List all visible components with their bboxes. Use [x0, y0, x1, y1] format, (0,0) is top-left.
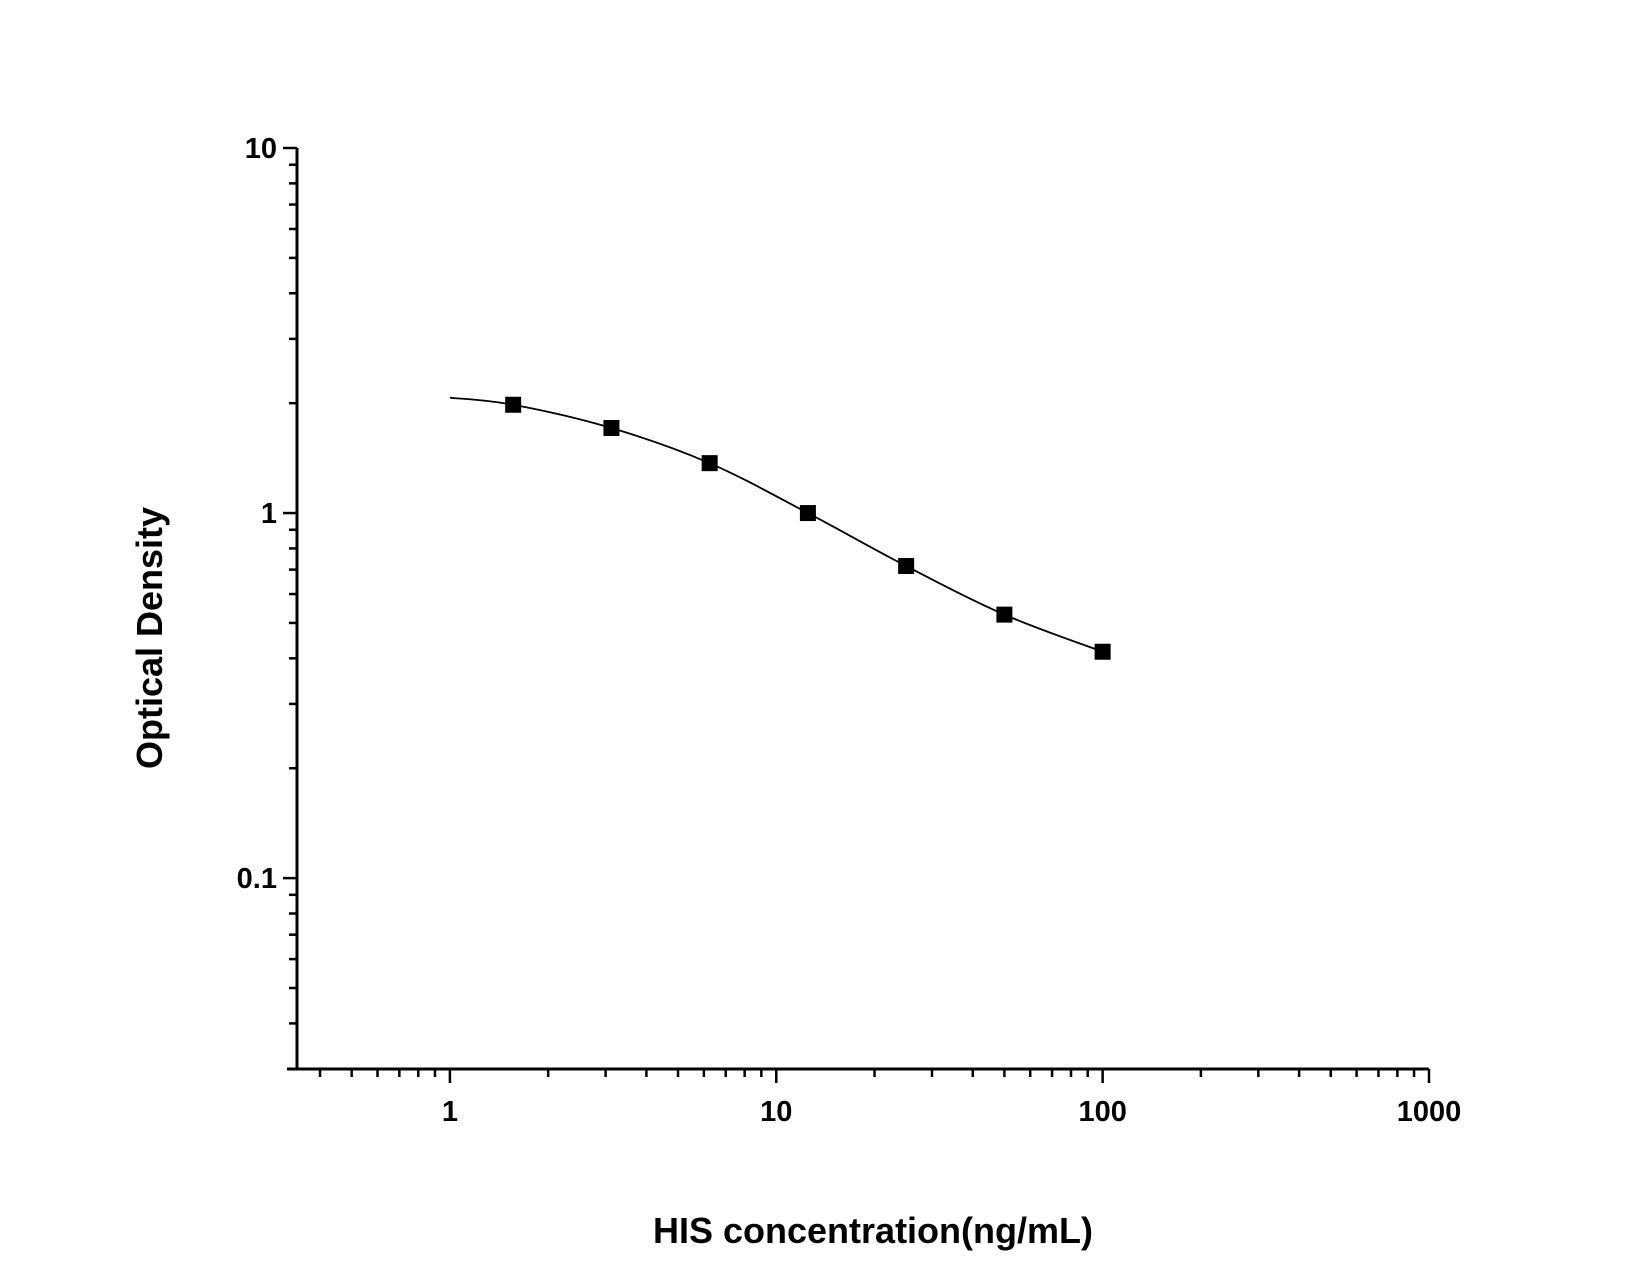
y-tick-label: 0.1 [237, 863, 277, 895]
y-tick-label: 1 [261, 498, 277, 530]
data-point [898, 558, 915, 575]
data-point [505, 396, 522, 413]
y-axis-title: Optical Density [129, 507, 170, 769]
y-tick-label: 10 [245, 133, 277, 165]
data-point [701, 455, 718, 472]
axes: 1 10 100 1000 0.1 1 10 [237, 133, 1462, 1128]
data-point [1094, 643, 1111, 660]
x-tick-label: 10 [760, 1096, 792, 1128]
x-tick-label: 1000 [1397, 1096, 1462, 1128]
data-point [603, 420, 620, 437]
x-tick-label: 1 [442, 1096, 458, 1128]
data-points [505, 396, 1111, 660]
x-tick-label: 100 [1078, 1096, 1126, 1128]
data-point [996, 606, 1013, 623]
x-axis-title: HIS concentration(ng/mL) [653, 1210, 1093, 1251]
data-point [799, 505, 816, 522]
